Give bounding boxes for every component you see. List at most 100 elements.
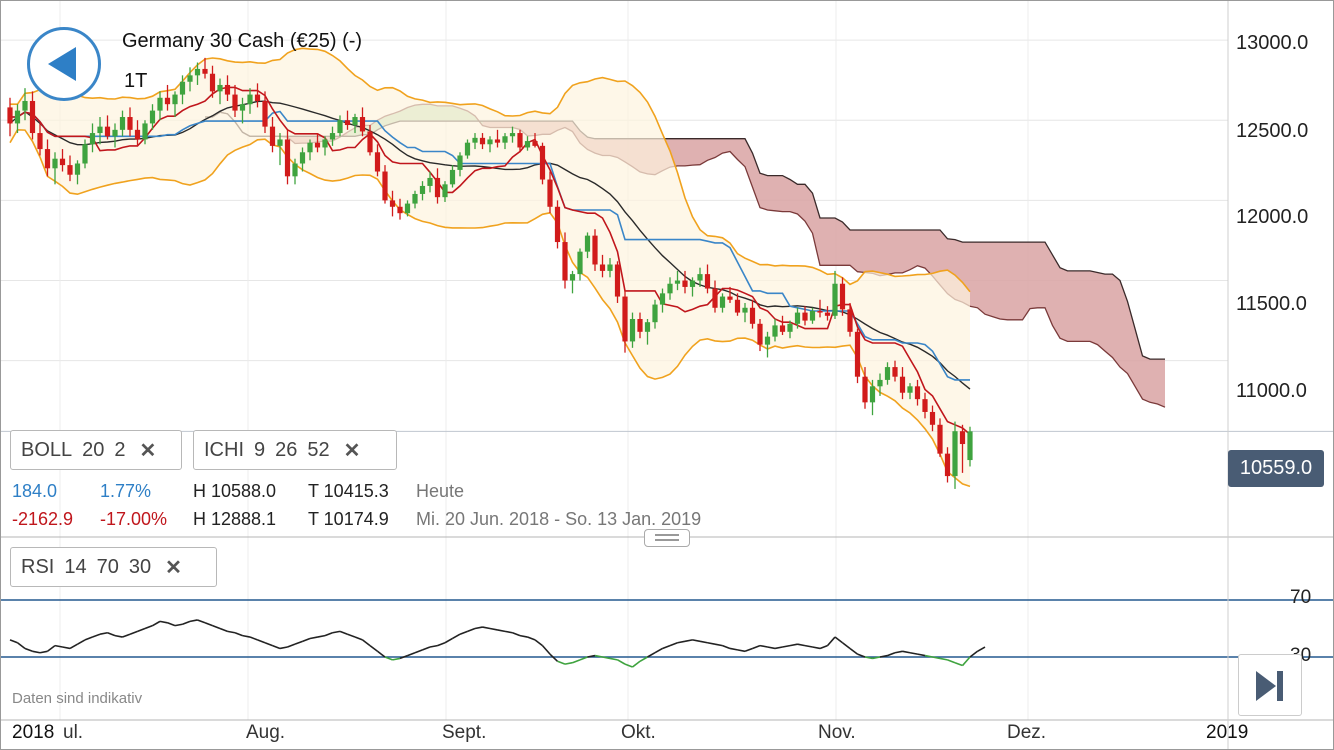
rsi-segment bbox=[752, 644, 761, 650]
cloud-segment bbox=[895, 230, 903, 273]
close-icon[interactable]: ✕ bbox=[343, 439, 361, 462]
candle-body bbox=[922, 399, 928, 412]
candle-body bbox=[262, 100, 268, 127]
kijun-sen bbox=[10, 110, 970, 381]
rsi-segment bbox=[549, 653, 559, 662]
rsi-segment bbox=[92, 633, 101, 638]
cloud-segment bbox=[992, 242, 1000, 319]
rsi-segment bbox=[617, 659, 626, 665]
candle-body bbox=[479, 137, 486, 145]
candle-body bbox=[449, 169, 456, 185]
candle-body bbox=[839, 283, 846, 310]
cloud-segment bbox=[775, 175, 783, 212]
rsi-segment bbox=[407, 651, 416, 657]
candle-body bbox=[217, 84, 223, 92]
rsi-segment bbox=[497, 629, 506, 633]
cloud-segment bbox=[820, 218, 828, 266]
candle-body bbox=[614, 264, 621, 297]
candle-body bbox=[157, 97, 163, 111]
rsi-segment bbox=[902, 650, 911, 654]
rsi-segment bbox=[759, 644, 768, 648]
candle-body bbox=[899, 376, 906, 393]
candle-body bbox=[532, 141, 538, 146]
rsi-param-1: 14 bbox=[64, 555, 87, 578]
candle-body bbox=[607, 264, 613, 271]
today-label: Heute bbox=[416, 481, 465, 501]
candle-body bbox=[82, 144, 88, 164]
cloud-segment bbox=[887, 230, 895, 275]
rsi-segment bbox=[812, 646, 821, 650]
candle-body bbox=[869, 386, 876, 403]
back-button[interactable] bbox=[27, 27, 101, 101]
candle-body bbox=[172, 94, 178, 105]
cloud-segment bbox=[865, 230, 873, 274]
candle-body bbox=[397, 206, 403, 214]
rsi-segment bbox=[302, 637, 311, 643]
cloud-segment bbox=[1007, 242, 1015, 320]
cloud-segment bbox=[1052, 254, 1060, 339]
candle-body bbox=[389, 200, 396, 207]
cloud-segment bbox=[677, 138, 685, 166]
rsi-segment bbox=[62, 646, 71, 650]
candle-body bbox=[847, 309, 853, 332]
current-price-tag: 10559.0 bbox=[1228, 450, 1324, 487]
x-tick-label: Okt. bbox=[621, 722, 656, 743]
x-tick-label: ul. bbox=[63, 722, 84, 743]
timeframe-label[interactable]: 1T bbox=[119, 68, 153, 95]
rsi-segment bbox=[122, 633, 131, 638]
candle-body bbox=[592, 235, 598, 265]
bollinger-upper bbox=[10, 47, 971, 293]
cloud-segment bbox=[685, 138, 693, 166]
cloud-segment bbox=[1037, 242, 1045, 308]
skip-end-bar bbox=[1277, 671, 1283, 701]
candlestick-series bbox=[7, 57, 973, 489]
pane-splitter-handle[interactable] bbox=[644, 529, 690, 547]
candle-body bbox=[757, 323, 763, 345]
rsi-name: RSI bbox=[21, 555, 55, 578]
candle-body bbox=[419, 185, 426, 194]
rsi-segment bbox=[287, 643, 296, 648]
cloud-segment bbox=[700, 138, 708, 165]
cloud-segment bbox=[1000, 242, 1008, 320]
candle-body bbox=[59, 158, 66, 166]
boll-indicator-chip[interactable]: BOLL 20 2 ✕ bbox=[10, 430, 182, 470]
candle-body bbox=[247, 94, 253, 105]
candle-body bbox=[89, 133, 96, 145]
scroll-to-end-button[interactable] bbox=[1238, 654, 1302, 716]
cloud-segment bbox=[902, 230, 910, 273]
rsi-segment bbox=[647, 652, 656, 658]
rsi-segment bbox=[849, 647, 858, 655]
high-today: H 10588.0 bbox=[193, 481, 277, 501]
candle-body bbox=[539, 145, 546, 180]
rsi-segment bbox=[24, 647, 33, 653]
cloud-segment bbox=[880, 230, 888, 276]
candle-body bbox=[164, 97, 171, 105]
close-icon[interactable]: ✕ bbox=[165, 556, 182, 579]
rsi-indicator-chip[interactable]: RSI 14 70 30 ✕ bbox=[10, 547, 217, 587]
close-icon[interactable]: ✕ bbox=[139, 439, 157, 462]
rsi-segment bbox=[279, 646, 288, 650]
rsi-segment bbox=[69, 643, 78, 650]
rsi-segment bbox=[384, 656, 393, 661]
rsi-segment bbox=[227, 630, 236, 634]
candle-body bbox=[944, 453, 951, 477]
rsi-segment bbox=[519, 634, 528, 638]
candle-body bbox=[652, 304, 658, 323]
cloud-segment bbox=[1067, 270, 1075, 342]
rsi-segment bbox=[369, 644, 378, 652]
candle-body bbox=[584, 235, 591, 252]
rsi-segment bbox=[32, 650, 41, 654]
rsi-segment bbox=[144, 624, 153, 630]
cloud-segment bbox=[692, 138, 700, 166]
rsi-segment bbox=[294, 640, 303, 645]
rsi-upper-label: 70 bbox=[1290, 587, 1312, 608]
ichi-indicator-chip[interactable]: ICHI 9 26 52 ✕ bbox=[193, 430, 397, 470]
candle-body bbox=[142, 123, 148, 140]
rsi-segment bbox=[662, 644, 671, 650]
candle-body bbox=[307, 142, 313, 153]
x-tick-label: Dez. bbox=[1007, 722, 1047, 743]
cloud-segment bbox=[1045, 242, 1053, 326]
rsi-segment bbox=[939, 657, 948, 661]
rsi-segment bbox=[354, 636, 363, 641]
